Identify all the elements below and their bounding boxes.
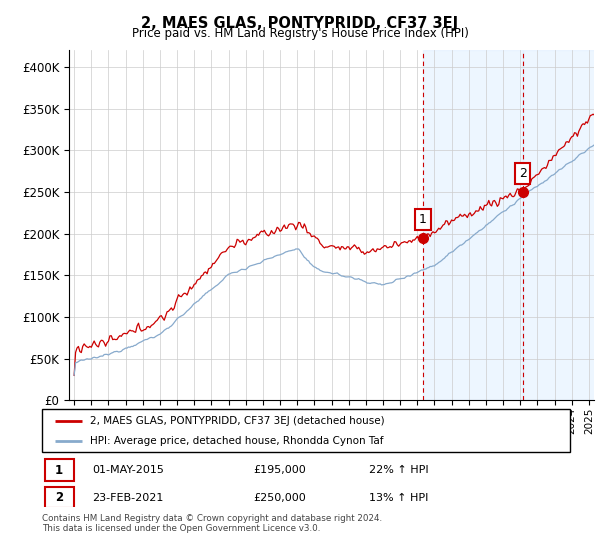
- Text: 2, MAES GLAS, PONTYPRIDD, CF37 3EJ (detached house): 2, MAES GLAS, PONTYPRIDD, CF37 3EJ (deta…: [89, 416, 384, 426]
- Text: 1: 1: [419, 213, 427, 226]
- Text: 2: 2: [518, 167, 527, 180]
- Bar: [523, 50, 600, 400]
- Text: 2: 2: [55, 491, 63, 504]
- FancyBboxPatch shape: [44, 487, 74, 508]
- Text: HPI: Average price, detached house, Rhondda Cynon Taf: HPI: Average price, detached house, Rhon…: [89, 436, 383, 446]
- Text: £250,000: £250,000: [253, 493, 306, 503]
- Text: 22% ↑ HPI: 22% ↑ HPI: [370, 465, 429, 475]
- Text: 1: 1: [55, 464, 63, 477]
- FancyBboxPatch shape: [42, 409, 570, 452]
- Text: 13% ↑ HPI: 13% ↑ HPI: [370, 493, 429, 503]
- Text: 2, MAES GLAS, PONTYPRIDD, CF37 3EJ: 2, MAES GLAS, PONTYPRIDD, CF37 3EJ: [142, 16, 458, 31]
- Text: 23-FEB-2021: 23-FEB-2021: [92, 493, 164, 503]
- Text: Price paid vs. HM Land Registry's House Price Index (HPI): Price paid vs. HM Land Registry's House …: [131, 27, 469, 40]
- Text: 01-MAY-2015: 01-MAY-2015: [92, 465, 164, 475]
- Text: Contains HM Land Registry data © Crown copyright and database right 2024.
This d: Contains HM Land Registry data © Crown c…: [42, 514, 382, 534]
- Text: £195,000: £195,000: [253, 465, 306, 475]
- FancyBboxPatch shape: [44, 459, 74, 480]
- Bar: [423, 50, 523, 400]
